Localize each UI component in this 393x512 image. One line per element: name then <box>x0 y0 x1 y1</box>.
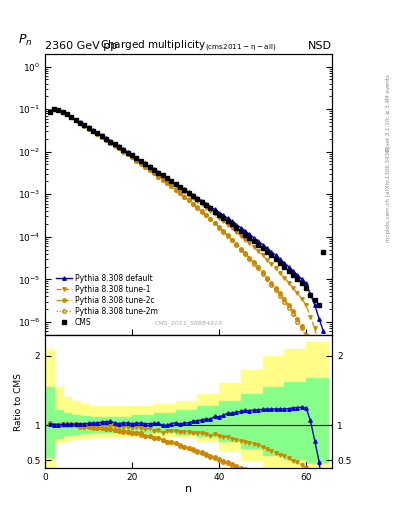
Pythia 8.308 default <box>51 106 56 112</box>
CMS <box>230 221 235 227</box>
Pythia 8.308 default <box>165 175 169 181</box>
X-axis label: n: n <box>185 484 192 494</box>
CMS <box>321 248 326 254</box>
CMS <box>204 202 208 208</box>
Pythia 8.308 tune-2m <box>86 125 91 131</box>
Pythia 8.308 tune-1 <box>321 354 326 360</box>
Pythia 8.308 tune-1 <box>86 125 91 131</box>
Text: mcplots.cern.ch [arXiv:1306.3436]: mcplots.cern.ch [arXiv:1306.3436] <box>386 147 391 242</box>
CMS <box>51 106 56 112</box>
Pythia 8.308 default <box>47 109 52 115</box>
Text: CMS_2011_S8884919: CMS_2011_S8884919 <box>154 321 223 326</box>
CMS <box>317 302 321 308</box>
Pythia 8.308 tune-2m <box>186 197 191 203</box>
CMS <box>226 218 230 224</box>
Pythia 8.308 default <box>230 219 235 225</box>
Pythia 8.308 tune-2c <box>226 232 230 239</box>
CMS <box>47 109 52 115</box>
Pythia 8.308 tune-2c <box>204 212 208 218</box>
Pythia 8.308 tune-2m <box>226 233 230 239</box>
Pythia 8.308 tune-2m <box>204 212 208 219</box>
Text: Rivet 3.1.10; ≥ 3.4M events: Rivet 3.1.10; ≥ 3.4M events <box>386 74 391 151</box>
Line: Pythia 8.308 tune-2m: Pythia 8.308 tune-2m <box>48 107 325 401</box>
Line: Pythia 8.308 tune-1: Pythia 8.308 tune-1 <box>48 107 325 359</box>
Pythia 8.308 tune-2m <box>51 106 56 112</box>
CMS <box>86 125 91 131</box>
Pythia 8.308 tune-1 <box>204 205 208 211</box>
Pythia 8.308 tune-1 <box>165 177 169 183</box>
Y-axis label: $P_n$: $P_n$ <box>18 33 32 48</box>
Pythia 8.308 default <box>321 328 326 334</box>
Pythia 8.308 tune-2c <box>86 125 91 132</box>
Y-axis label: Ratio to CMS: Ratio to CMS <box>14 373 23 431</box>
CMS <box>186 190 191 196</box>
Pythia 8.308 tune-1 <box>226 222 230 228</box>
Line: Pythia 8.308 default: Pythia 8.308 default <box>48 107 325 333</box>
Pythia 8.308 tune-2c <box>321 387 326 393</box>
Pythia 8.308 tune-2c <box>230 237 235 243</box>
Pythia 8.308 tune-2m <box>230 238 235 244</box>
Pythia 8.308 tune-2m <box>47 109 52 115</box>
Line: CMS: CMS <box>48 107 325 307</box>
Pythia 8.308 tune-1 <box>230 225 235 231</box>
Pythia 8.308 tune-2c <box>51 106 56 112</box>
Pythia 8.308 default <box>226 216 230 222</box>
Pythia 8.308 tune-1 <box>51 106 56 112</box>
Pythia 8.308 tune-1 <box>186 192 191 198</box>
Pythia 8.308 tune-2c <box>186 197 191 203</box>
Pythia 8.308 tune-2c <box>47 109 52 115</box>
Title: Charged multiplicity$_{\mathsf{(cms2011-\eta-all)}}$: Charged multiplicity$_{\mathsf{(cms2011-… <box>101 38 277 54</box>
Pythia 8.308 default <box>186 189 191 196</box>
CMS <box>165 175 169 181</box>
Text: NSD: NSD <box>308 41 332 51</box>
Legend: Pythia 8.308 default, Pythia 8.308 tune-1, Pythia 8.308 tune-2c, Pythia 8.308 tu: Pythia 8.308 default, Pythia 8.308 tune-… <box>55 272 159 328</box>
Pythia 8.308 tune-2m <box>165 180 169 186</box>
Text: 2360 GeV pp: 2360 GeV pp <box>45 41 118 51</box>
Line: Pythia 8.308 tune-2c: Pythia 8.308 tune-2c <box>48 108 325 392</box>
Pythia 8.308 tune-2c <box>165 180 169 186</box>
Pythia 8.308 default <box>204 201 208 207</box>
Pythia 8.308 default <box>86 124 91 131</box>
Pythia 8.308 tune-2m <box>321 396 326 402</box>
Pythia 8.308 tune-1 <box>47 109 52 115</box>
